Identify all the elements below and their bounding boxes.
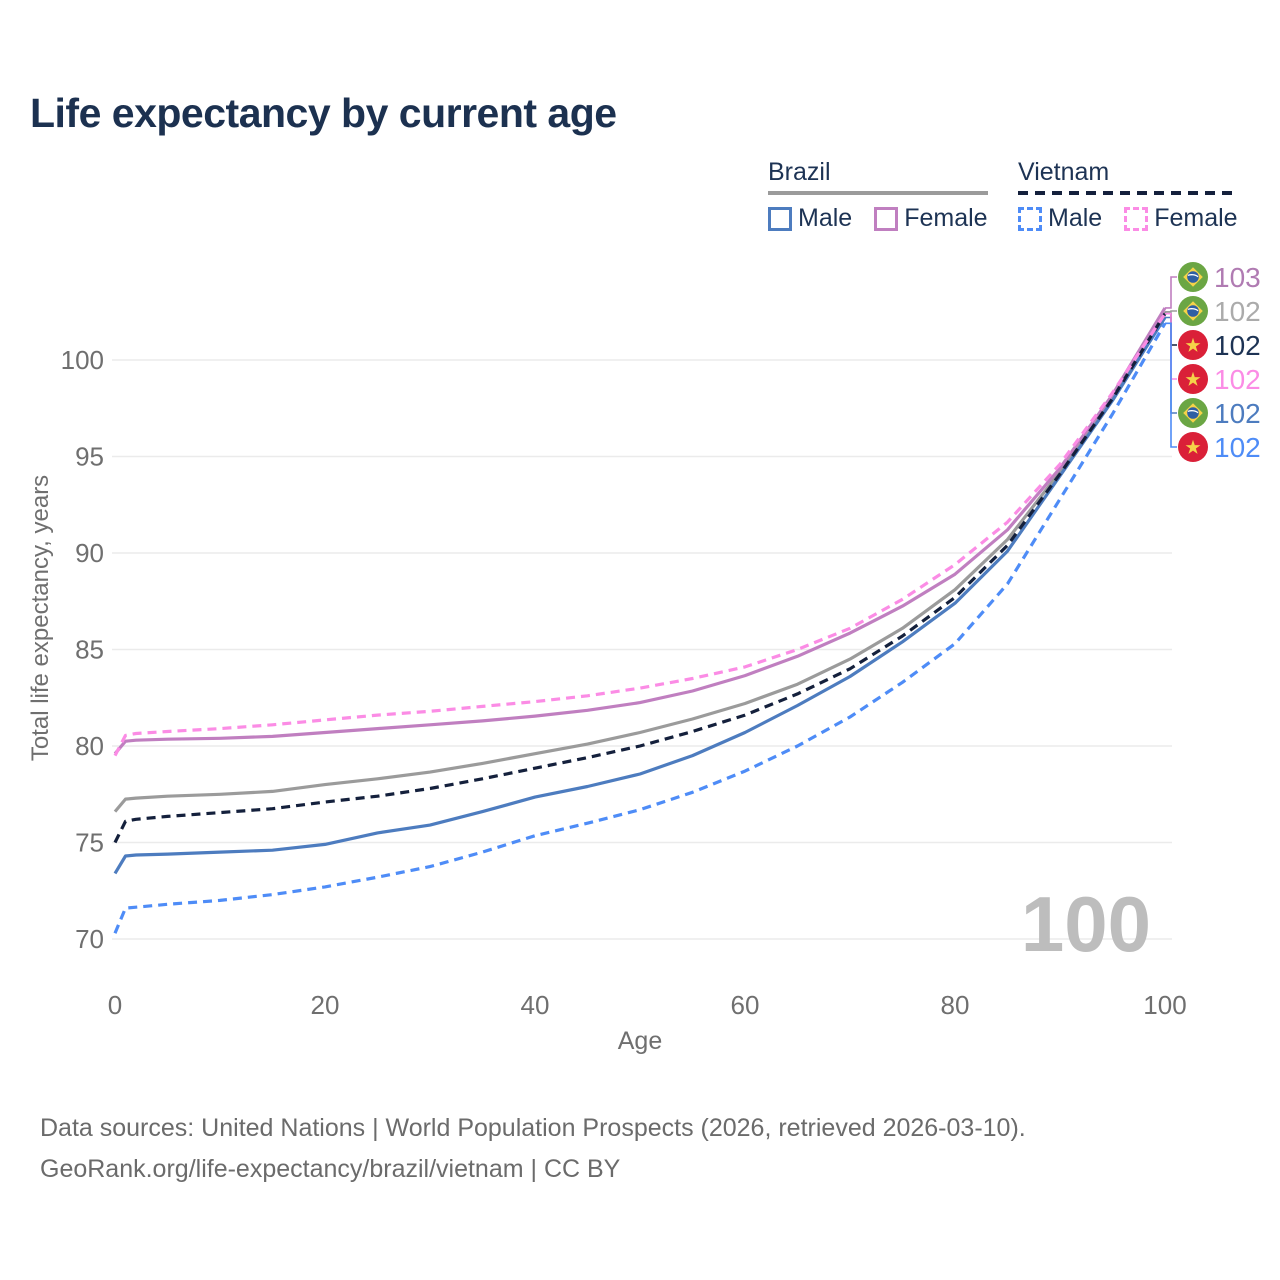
series-line-vietnam-overall[interactable] [113,312,1167,844]
series-line-brazil-female[interactable] [113,307,1167,755]
legend-label-brazil-male: Male [798,204,853,232]
legend-swatch-vietnam-male [1018,206,1042,231]
series-line-vietnam-male[interactable] [113,322,1167,934]
legend-swatch-brazil-male [768,206,792,231]
y-tick-label: 70 [75,924,104,954]
flag-icon-brazil [1178,262,1208,292]
legend-swatch-brazil-female [874,206,899,231]
x-tick-label: 40 [521,990,550,1020]
leader-line-vietnam-male [1165,322,1177,448]
legend-group-vietnam: Vietnam Male Female [1018,158,1238,233]
end-value-label-brazil-overall: 102 [1214,296,1261,327]
x-axis-title: Age [618,1027,662,1055]
leader-line-brazil-overall [1165,310,1177,313]
legend-item-brazil-female[interactable]: Female [874,204,988,233]
legend-item-vietnam-male[interactable]: Male [1018,204,1102,233]
legend-items-vietnam: Male Female [1018,204,1238,233]
legend-items-brazil: Male Female [768,204,988,233]
end-value-label-brazil-female: 103 [1214,262,1261,293]
y-tick-label: 90 [75,538,104,568]
y-tick-label: 80 [75,731,104,761]
footer-sources: Data sources: United Nations | World Pop… [40,1114,1026,1142]
series-line-brazil-male[interactable] [113,316,1167,875]
legend-line-sample-brazil [768,191,988,195]
x-tick-label: 60 [731,990,760,1020]
y-tick-label: 85 [75,635,104,665]
legend-item-vietnam-female[interactable]: Female [1124,204,1238,233]
legend-swatch-vietnam-female [1124,206,1149,231]
end-value-label-vietnam-female: 102 [1214,364,1261,395]
page-title: Life expectancy by current age [30,90,617,136]
legend-line-sample-vietnam [1018,191,1238,195]
legend-country-brazil: Brazil [768,158,831,186]
end-value-label-brazil-male: 102 [1214,398,1261,429]
footer-attribution: GeoRank.org/life-expectancy/brazil/vietn… [40,1155,621,1183]
legend-group-brazil: Brazil Male Female [768,158,988,233]
legend-label-vietnam-male: Male [1048,204,1103,232]
flag-icon-brazil [1178,296,1208,326]
y-tick-label: 100 [61,345,104,375]
x-tick-label: 100 [1143,990,1186,1020]
end-value-label-vietnam-overall: 102 [1214,330,1261,361]
series-line-brazil-overall[interactable] [113,310,1167,813]
x-tick-label: 0 [108,990,122,1020]
flag-icon-vietnam [1178,330,1208,360]
y-tick-label: 95 [75,442,104,472]
footer: Data sources: United Nations | World Pop… [40,1108,1026,1190]
x-tick-label: 80 [941,990,970,1020]
legend-label-brazil-female: Female [904,204,988,232]
end-value-label-vietnam-male: 102 [1214,432,1261,463]
legend-country-vietnam: Vietnam [1018,158,1110,186]
flag-icon-vietnam [1178,432,1208,462]
x-tick-label: 20 [311,990,340,1020]
age-frame-watermark: 100 [1021,880,1151,968]
flag-icon-vietnam [1178,364,1208,394]
legend-label-vietnam-female: Female [1154,204,1238,232]
y-axis-title: Total life expectancy, years [27,475,54,761]
series-line-vietnam-female[interactable] [113,312,1167,757]
flag-icon-brazil [1178,398,1208,428]
legend-item-brazil-male[interactable]: Male [768,204,852,233]
y-tick-label: 75 [75,828,104,858]
chart-legend: Brazil Male Female Vietnam Male [0,158,1280,248]
leader-line-brazil-female [1165,276,1177,309]
